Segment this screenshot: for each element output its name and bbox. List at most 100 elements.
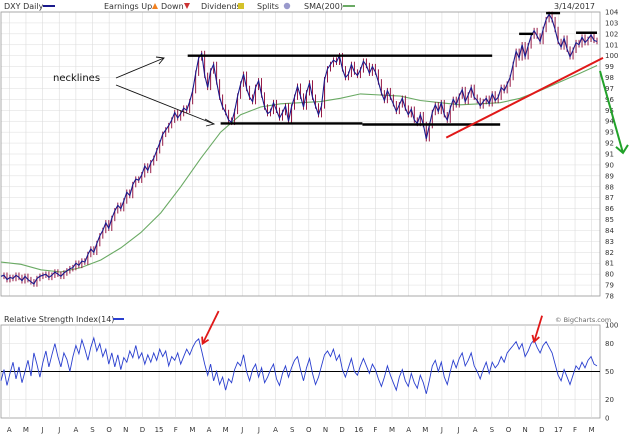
x-tick-label: D <box>539 426 544 434</box>
x-tick-label: 15 <box>155 426 164 434</box>
x-tick-label: A <box>473 426 478 434</box>
x-tick-label: M <box>223 426 229 434</box>
x-tick-label: M <box>189 426 195 434</box>
splits-icon <box>283 2 291 10</box>
trendline-layer <box>445 56 629 155</box>
x-tick-label: D <box>140 426 145 434</box>
price-grid <box>1 11 600 297</box>
x-tick-label: D <box>339 426 344 434</box>
x-tick-label: M <box>389 426 395 434</box>
symbol-label: DXY Daily <box>4 2 44 11</box>
x-tick-label: A <box>273 426 278 434</box>
neckline-pointer-upper-head <box>155 56 165 65</box>
neckline-layer <box>187 11 598 126</box>
rsi-peak-arrow <box>201 310 220 344</box>
x-tick-label: A <box>406 426 411 434</box>
rsi-y-tick-label: 0 <box>605 415 609 423</box>
earnings-down-icon <box>184 3 190 9</box>
price-y-tick-label: 97 <box>605 85 614 93</box>
price-y-tick-label: 103 <box>605 19 618 27</box>
x-tick-label: O <box>106 426 112 434</box>
x-tick-label: J <box>257 426 260 434</box>
x-tick-label: A <box>207 426 212 434</box>
x-tick-label: N <box>323 426 328 434</box>
price-y-axis: 78 79 80 81 82 83 84 85 86 87 88 89 90 91 92 93 94 95 96 97… <box>605 9 619 301</box>
neckline-pointer-upper <box>115 57 165 79</box>
price-y-tick-label: 95 <box>605 107 614 115</box>
rsi-y-tick-label: 20 <box>605 396 614 404</box>
projection-arrow-head <box>615 144 629 155</box>
rsi-arrows <box>201 310 543 346</box>
header-legend: DXY Daily Earnings Up Down Dividends Spl… <box>4 2 595 11</box>
x-axis: A M J J A S O N D 15 F M A M J J A S O N D 16 F M A M J J A S O N D 17 F M <box>7 426 595 434</box>
rsi-line-layer <box>0 336 598 394</box>
x-tick-label: N <box>523 426 528 434</box>
price-y-tick-label: 91 <box>605 151 614 159</box>
rsi-peak-arrow-head <box>531 334 540 344</box>
earnings-up-icon <box>152 3 158 9</box>
rsi-y-tick-label: 50 <box>605 368 614 376</box>
sma200-layer <box>0 64 598 273</box>
x-tick-label: O <box>506 426 512 434</box>
x-tick-label: A <box>7 426 12 434</box>
rsi-line <box>0 336 598 394</box>
rsi-label: Relative Strength Index(14) <box>4 315 114 324</box>
price-y-tick-label: 93 <box>605 129 614 137</box>
price-line-layer <box>0 13 598 285</box>
price-y-tick-label: 84 <box>605 227 614 235</box>
rsi-peak-arrow <box>533 315 543 343</box>
price-y-tick-label: 102 <box>605 30 618 38</box>
earnings-label: Earnings Up <box>104 2 152 11</box>
rsi-y-axis: 100 80 50 20 0 <box>605 322 618 423</box>
x-tick-label: J <box>57 426 60 434</box>
x-tick-label: F <box>174 426 178 434</box>
x-tick-label: S <box>90 426 95 434</box>
sma-label: SMA(200) <box>304 2 343 11</box>
price-y-tick-label: 88 <box>605 183 614 191</box>
x-tick-label: O <box>306 426 312 434</box>
price-panel: 78 79 80 81 82 83 84 85 86 87 88 89 90 91 92 93 94 95 96 97… <box>0 9 629 301</box>
x-tick-label: F <box>573 426 577 434</box>
down-label: Down <box>161 2 184 11</box>
price-y-tick-label: 89 <box>605 172 614 180</box>
price-y-tick-label: 85 <box>605 216 614 224</box>
sma200-line <box>0 64 598 273</box>
price-y-tick-label: 80 <box>605 271 614 279</box>
price-y-tick-label: 78 <box>605 293 614 301</box>
neckline-pointer-lower-head <box>204 118 216 127</box>
dividends-icon <box>238 3 244 9</box>
red-trendline <box>445 56 604 139</box>
x-tick-label: M <box>23 426 29 434</box>
neckline-pointer-lower <box>115 84 215 125</box>
price-y-tick-label: 94 <box>605 118 614 126</box>
rsi-grid <box>1 325 600 418</box>
price-y-tick-label: 100 <box>605 52 618 60</box>
x-tick-label: J <box>240 426 243 434</box>
price-y-tick-label: 79 <box>605 282 614 290</box>
price-y-tick-label: 81 <box>605 260 614 268</box>
x-tick-label: J <box>457 426 460 434</box>
price-y-tick-label: 98 <box>605 74 614 82</box>
price-y-tick-label: 90 <box>605 161 614 169</box>
rsi-y-tick-label: 80 <box>605 340 614 348</box>
x-tick-label: 17 <box>554 426 563 434</box>
price-panel-border <box>0 11 601 297</box>
x-tick-label: F <box>373 426 377 434</box>
price-y-tick-label: 86 <box>605 205 614 213</box>
splits-label: Splits <box>257 2 279 11</box>
rsi-peak-arrow-head <box>201 336 210 346</box>
watermark: © BigCharts.com <box>555 316 611 324</box>
x-tick-label: 16 <box>354 426 363 434</box>
price-y-tick-label: 82 <box>605 249 614 257</box>
x-tick-label: J <box>41 426 44 434</box>
price-y-tick-label: 83 <box>605 238 614 246</box>
x-tick-label: A <box>73 426 78 434</box>
price-y-tick-label: 104 <box>605 9 619 17</box>
rsi-panel: Relative Strength Index(14) © BigCharts.… <box>0 310 618 423</box>
rsi-y-tick-label: 100 <box>605 322 618 330</box>
projection-arrow <box>599 70 624 154</box>
necklines-label: necklines <box>53 73 100 84</box>
price-line <box>0 13 598 285</box>
